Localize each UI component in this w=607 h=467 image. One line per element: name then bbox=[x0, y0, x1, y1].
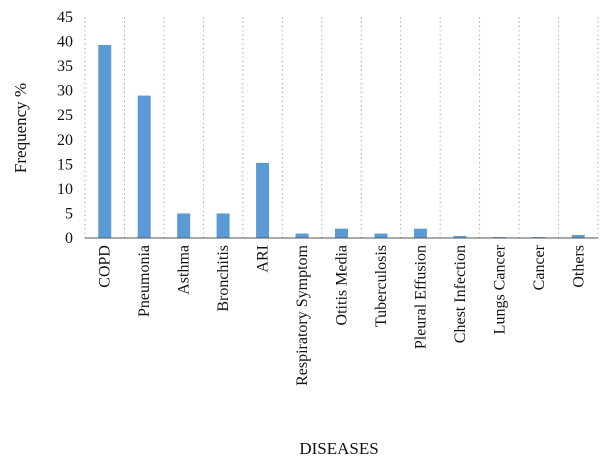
y-tick-label: 40 bbox=[57, 34, 73, 51]
y-tick-label: 10 bbox=[57, 181, 73, 198]
x-tick-label: Otitis Media bbox=[334, 245, 351, 325]
y-tick-labels: 0 5 10 15 20 25 30 35 40 45 bbox=[57, 9, 73, 247]
bars bbox=[98, 44, 585, 238]
grid bbox=[84, 17, 599, 238]
bar bbox=[295, 233, 309, 238]
bar bbox=[216, 213, 230, 238]
x-axis-label: DISEASES bbox=[299, 439, 378, 458]
x-tick-label: Chest Infection bbox=[452, 245, 469, 343]
y-tick-label: 0 bbox=[65, 230, 73, 247]
bar bbox=[256, 162, 270, 238]
bar bbox=[453, 236, 467, 238]
bar bbox=[335, 228, 348, 238]
x-tick-label: Bronchitis bbox=[215, 245, 232, 312]
y-tick-label: 25 bbox=[57, 107, 73, 124]
bar bbox=[374, 233, 388, 238]
y-tick-label: 5 bbox=[65, 205, 73, 222]
bar bbox=[571, 235, 585, 238]
y-axis-label: Frequency % bbox=[11, 83, 30, 173]
y-tick-label: 20 bbox=[57, 132, 73, 149]
bar bbox=[177, 213, 191, 238]
x-tick-label: COPD bbox=[97, 245, 114, 288]
x-tick-label: Respiratory Symptom bbox=[294, 244, 311, 385]
x-tick-label: Others bbox=[570, 245, 587, 288]
x-tick-label: Asthma bbox=[176, 245, 193, 295]
y-tick-label: 15 bbox=[57, 156, 73, 173]
y-tick-label: 35 bbox=[57, 58, 73, 75]
bar bbox=[98, 44, 112, 238]
x-tick-label: ARI bbox=[255, 245, 272, 273]
x-tick-label: Tuberculosis bbox=[373, 245, 390, 327]
x-tick-label: Pleural Effusion bbox=[412, 245, 429, 349]
y-tick-label: 30 bbox=[57, 83, 73, 100]
y-tick-label: 45 bbox=[57, 9, 73, 26]
x-tick-label: Pneumonia bbox=[136, 245, 153, 317]
x-tick-labels: COPD Pneumonia Asthma Bronchitis ARI Respirat… bbox=[97, 244, 588, 386]
x-tick-label: Cancer bbox=[531, 244, 548, 290]
x-tick-label: Lungs Cancer bbox=[491, 244, 508, 334]
bar bbox=[413, 228, 427, 238]
bar bbox=[137, 95, 151, 238]
